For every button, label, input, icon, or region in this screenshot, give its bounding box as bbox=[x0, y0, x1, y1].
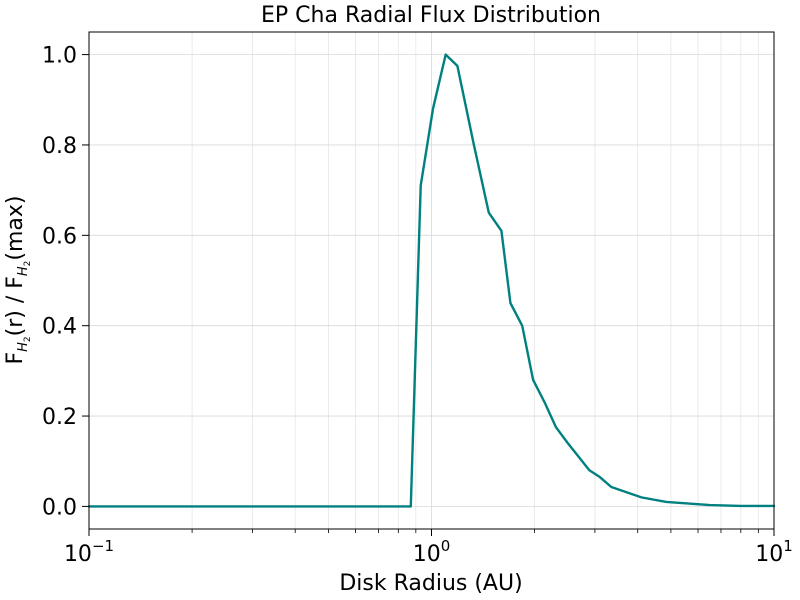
x-tick-label: 10−1 bbox=[64, 537, 114, 567]
y-tick-label: 0.8 bbox=[42, 134, 77, 159]
x-tick-label: 100 bbox=[413, 537, 451, 567]
x-tick-label: 101 bbox=[755, 537, 793, 567]
y-label-f1: F bbox=[3, 352, 28, 365]
flux-series-line bbox=[87, 53, 776, 508]
y-label-h1: H bbox=[16, 342, 31, 352]
y-tick-label: 0.2 bbox=[42, 405, 77, 430]
y-label-h2: H bbox=[16, 266, 31, 276]
y-tick-label: 0.0 bbox=[42, 495, 77, 520]
series-layer bbox=[87, 53, 776, 508]
minor-grid bbox=[191, 32, 759, 529]
y-tick-label: 0.6 bbox=[42, 224, 77, 249]
y-label-tail: (max) bbox=[3, 195, 28, 260]
y-axis-ticks: 0.0 0.2 0.4 0.6 0.8 1.0 bbox=[42, 44, 89, 520]
y-label-two2: 2 bbox=[23, 261, 33, 267]
y-tick-label: 0.4 bbox=[42, 315, 77, 340]
y-tick-label: 1.0 bbox=[42, 44, 77, 69]
y-label-two1: 2 bbox=[23, 336, 33, 342]
y-axis-label: FH2(r) / FH2(max) bbox=[3, 195, 33, 364]
x-axis-ticks: 10−1 100 101 bbox=[64, 529, 793, 567]
chart-title: EP Cha Radial Flux Distribution bbox=[261, 3, 601, 28]
x-axis-label: Disk Radius (AU) bbox=[339, 571, 522, 596]
y-label-middle: (r) / F bbox=[3, 276, 28, 336]
